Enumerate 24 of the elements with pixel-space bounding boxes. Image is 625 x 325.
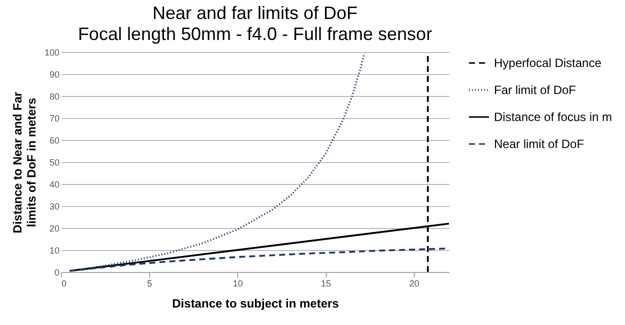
legend-label: Near limit of DoF [494,137,584,151]
legend-label: Distance of focus in m [494,110,612,124]
y-tick-label: 0 [54,268,60,278]
x-axis-title: Distance to subject in meters [172,296,340,310]
x-tick-label: 10 [232,278,243,288]
legend-label: Hyperfocal Distance [494,56,602,70]
y-tick-label: 60 [49,136,60,146]
y-tick-label: 20 [49,224,60,234]
x-tick-label: 5 [147,278,152,288]
y-tick-label: 90 [49,70,60,80]
y-tick-label: 80 [49,92,60,102]
x-tick-label: 0 [62,278,67,288]
y-tick-label: 100 [44,48,60,58]
y-tick-label: 10 [49,246,60,256]
y-tick-label: 40 [49,180,60,190]
y-tick-label: 30 [49,202,60,212]
chart-subtitle: Focal length 50mm - f4.0 - Full frame sensor [78,24,432,44]
y-tick-label: 50 [49,158,60,168]
x-tick-label: 15 [321,278,332,288]
y-axis-title: Distance to Near and Far limits of DoF in meters [10,91,38,234]
legend-label: Far limit of DoF [494,83,576,97]
chart-title: Near and far limits of DoF [152,3,358,23]
x-tick-label: 20 [409,278,420,288]
y-tick-label: 70 [49,114,60,124]
